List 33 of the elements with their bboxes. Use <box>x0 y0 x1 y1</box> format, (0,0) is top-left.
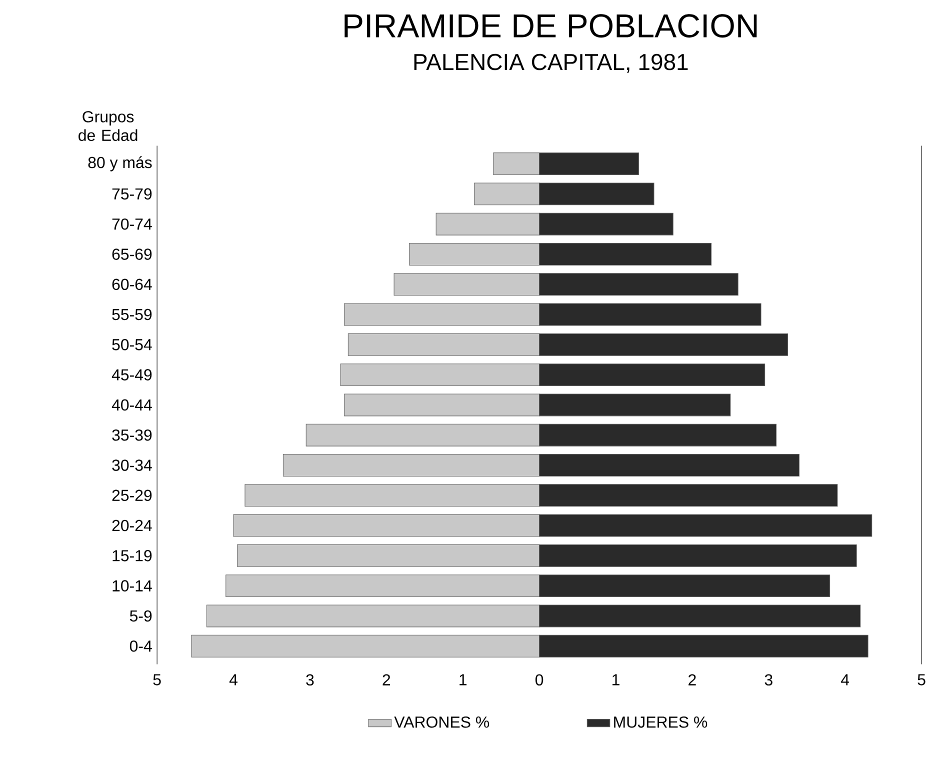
y-tick-label: 55-59 <box>112 308 152 320</box>
y-tick-label: 0-4 <box>130 640 152 652</box>
y-tick-label: 40-44 <box>112 399 152 411</box>
y-tick-label: 15-19 <box>112 550 152 562</box>
x-tick-label: 4 <box>229 674 238 686</box>
x-tick-label: 3 <box>764 674 772 686</box>
y-tick-label: 30-34 <box>112 460 152 471</box>
x-tick-label: 3 <box>306 674 314 686</box>
x-tick-label: 0 <box>535 674 544 686</box>
chart-title: PIRAMIDE DE POBLACION <box>344 14 757 38</box>
y-tick-label: 25-29 <box>112 490 152 502</box>
y-axis-title: Grupos de Edad <box>78 111 138 141</box>
x-tick-label: 4 <box>841 674 850 686</box>
x-tick-label: 1 <box>612 674 620 686</box>
x-tick-label: 2 <box>382 674 390 686</box>
x-tick-label: 2 <box>688 674 696 686</box>
chart-subtitle: PALENCIA CAPITAL, 1981 <box>414 54 688 73</box>
y-tick-label: 35-39 <box>112 429 152 441</box>
x-tick-label: 1 <box>460 674 467 686</box>
y-tick-label: 45-49 <box>112 369 152 380</box>
y-tick-label: 75-79 <box>112 188 152 200</box>
y-tick-label: 60-64 <box>112 278 152 290</box>
y-tick-label: 80 y más <box>88 156 152 172</box>
y-tick-label: 10-14 <box>112 580 152 592</box>
legend-label: VARONES % <box>394 716 490 728</box>
y-tick-label: 65-69 <box>112 248 152 260</box>
y-tick-label: 20-24 <box>112 520 152 532</box>
x-tick-label: 5 <box>918 674 926 686</box>
x-tick-label: 5 <box>153 674 161 686</box>
legend-label: MUJERES % <box>614 716 708 728</box>
y-tick-label: 50-54 <box>112 339 152 350</box>
y-tick-label: 5-9 <box>130 610 152 622</box>
y-tick-label: 70-74 <box>112 218 152 230</box>
